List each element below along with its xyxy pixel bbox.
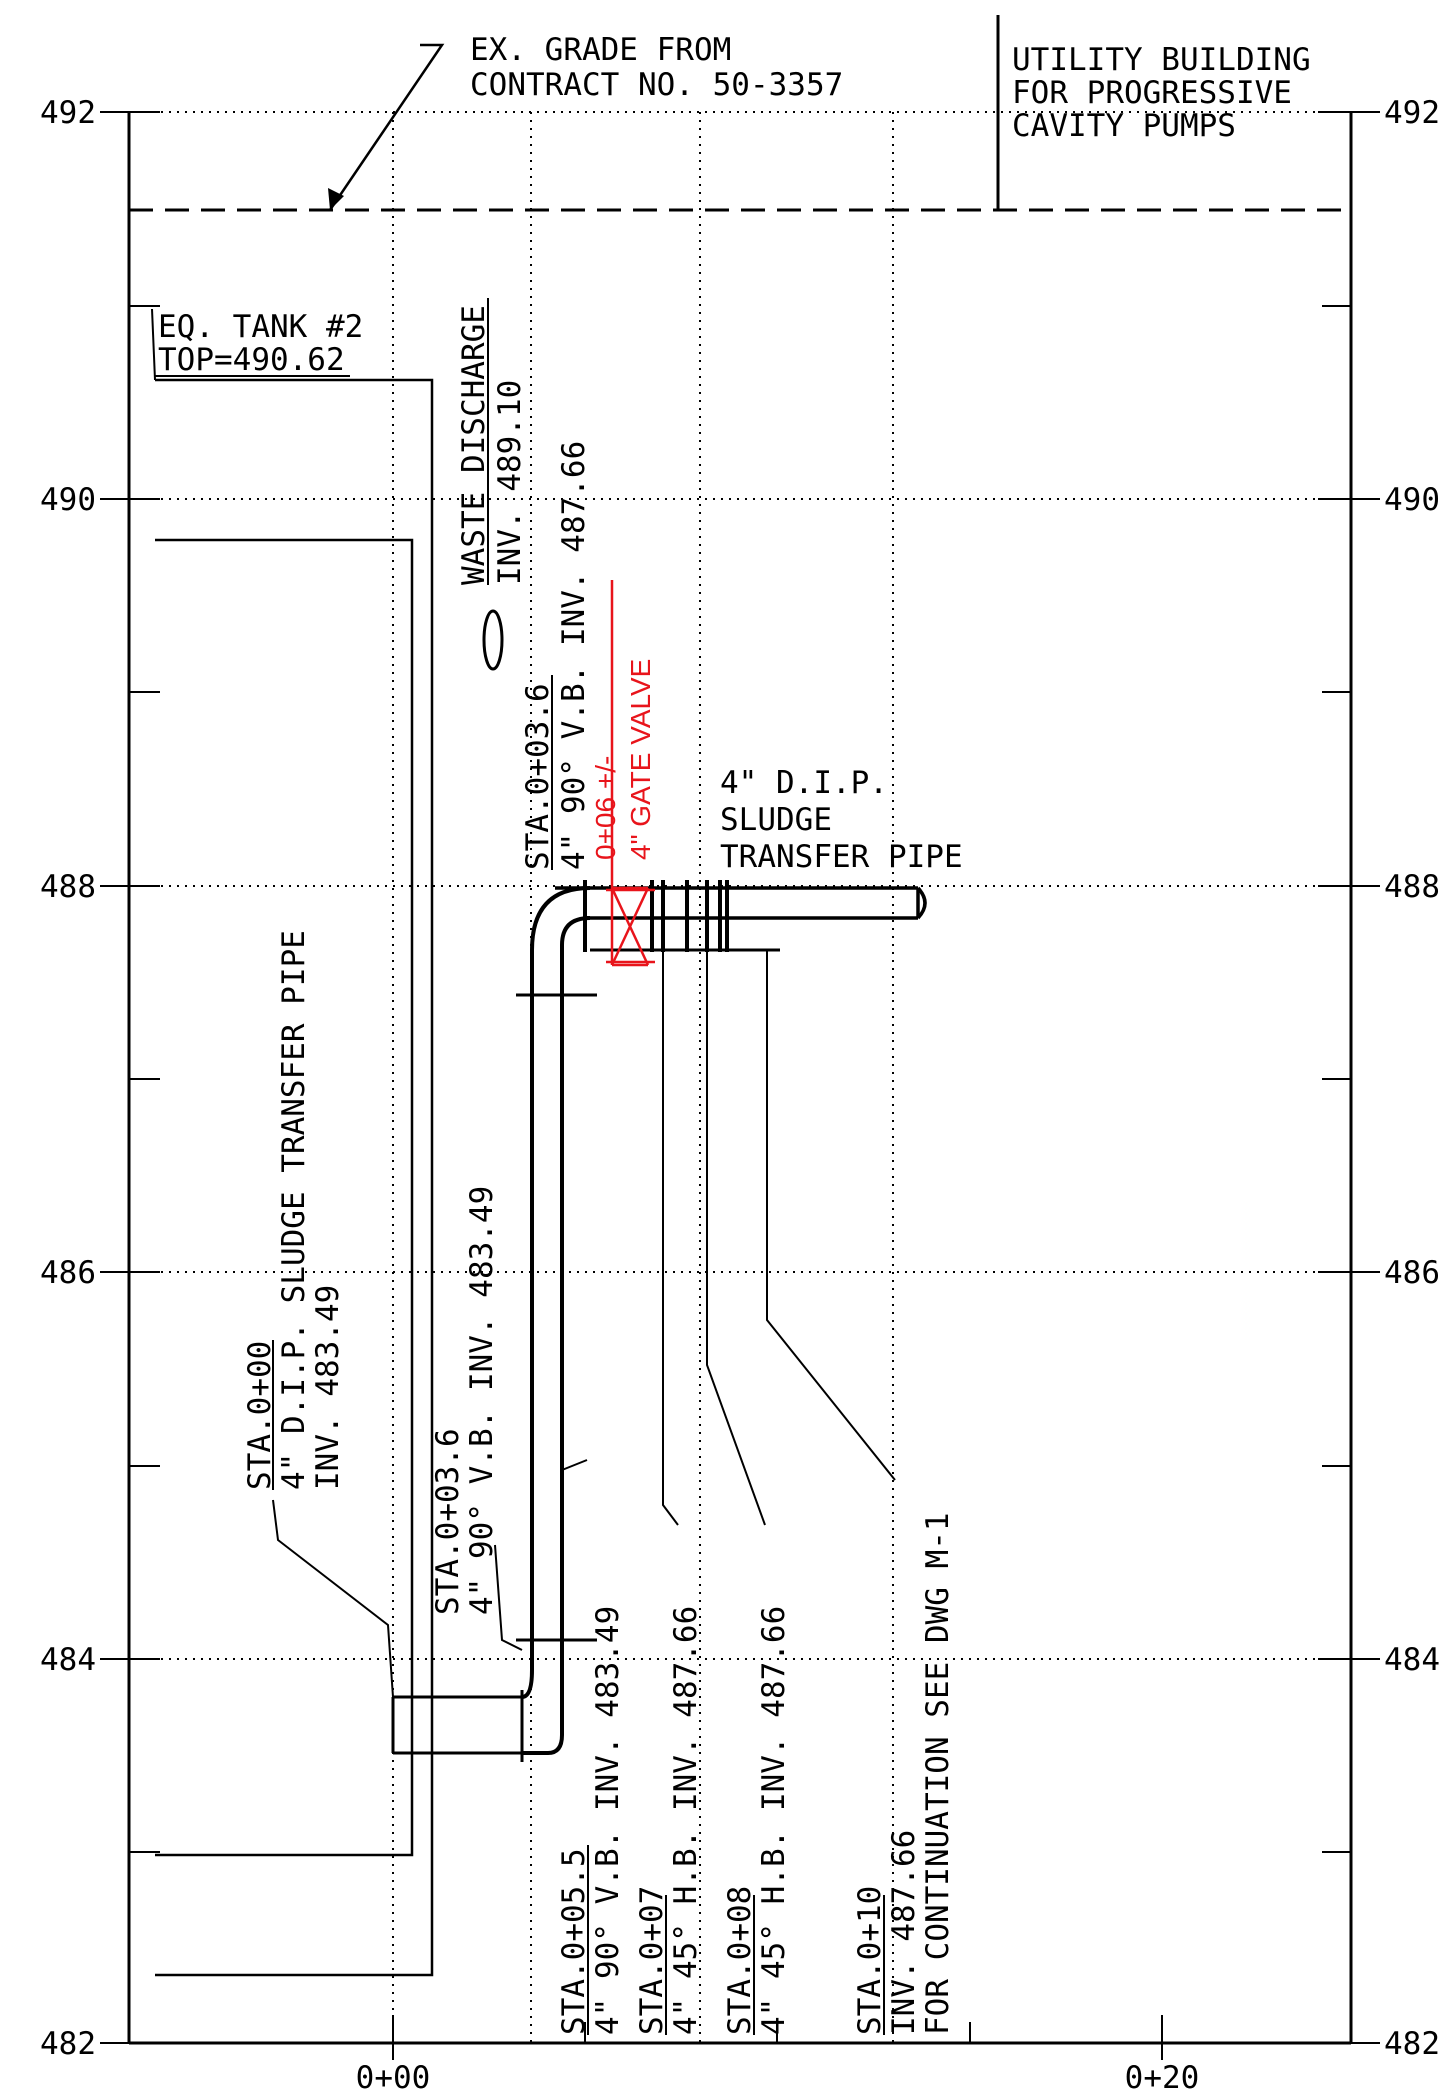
elev-right-488: 488 [1384,869,1440,905]
valve-desc-label: 4" GATE VALVE [625,659,656,860]
elev-left-482: 482 [40,2026,96,2062]
elev-left-486: 486 [40,1255,96,1291]
dip-label-3: TRANSFER PIPE [720,839,963,875]
eq-tank-walls [155,378,434,1977]
station-ticks [392,2015,1163,2060]
elev-left-484: 484 [40,1642,96,1678]
dotted-grid [129,111,1351,2043]
ex-grade-leader [328,43,445,211]
horizontal-transfer-pipe [555,886,927,925]
elev-right-484: 484 [1384,1642,1440,1678]
sta10-label: STA.0+10 [852,1886,888,2035]
dip-label-1: 4" D.I.P. [720,765,888,801]
elev-left-492: 492 [40,95,96,131]
station-0-20: 0+20 [1125,2060,1200,2096]
waste-inv-label: INV. 489.10 [492,380,528,585]
eq-tank-label-1: EQ. TANK #2 [158,309,363,345]
sta036-bot-detail: 4" 90° V.B. INV. 483.49 [464,1186,500,1615]
utility-label-2: FOR PROGRESSIVE [1012,75,1292,111]
elev-right-482: 482 [1384,2026,1440,2062]
ex-grade-label-1: EX. GRADE FROM [470,32,731,68]
elev-left-488: 488 [40,869,96,905]
elev-left-490: 490 [40,482,96,518]
frame [127,112,1353,2045]
sta10-inv: INV. 487.66 [886,1830,922,2035]
waste-discharge-pipe [482,609,504,671]
ex-grade-arrowhead [328,188,344,210]
sta036-top-label: STA.0+03.6 [520,683,556,870]
elevation-ticks [100,111,1380,2044]
sta08-label: STA.0+08 [722,1886,758,2035]
sta000-inv-label: INV. 483.49 [310,1285,346,1490]
sta055-detail: 4" 90° V.B. INV. 483.49 [590,1606,626,2035]
sta08-detail: 4" 45° H.B. INV. 487.66 [756,1606,792,2035]
dip-label-2: SLUDGE [720,802,832,838]
sta10-continuation: FOR CONTINUATION SEE DWG M-1 [920,1512,956,2035]
gate-valve-icon [606,580,655,967]
elev-right-492: 492 [1384,95,1440,131]
ex-grade-label-2: CONTRACT NO. 50-3357 [470,67,843,103]
sta036-top-detail: 4" 90° V.B. INV. 487.66 [556,441,592,870]
riser-pipe [521,886,591,1755]
riser-couplings [516,993,597,1642]
valve-sta-label: 0+06 +/- [590,756,621,860]
elev-right-486: 486 [1384,1255,1440,1291]
sta036-bot-label: STA.0+03.6 [430,1428,466,1615]
leader-lines [151,308,896,1698]
sta055-label: STA.0+05.5 [556,1848,592,2035]
elev-right-490: 490 [1384,482,1440,518]
sta000-pipe-label: 4" D.I.P. SLUDGE TRANSFER PIPE [276,930,312,1490]
station-0-00: 0+00 [356,2060,431,2096]
waste-discharge-label: WASTE DISCHARGE [456,305,492,585]
eq-tank-label-2: TOP=490.62 [158,342,345,378]
pipe-fittings [583,880,729,952]
utility-label-3: CAVITY PUMPS [1012,108,1236,144]
sta07-detail: 4" 45° H.B. INV. 487.66 [668,1606,704,2035]
utility-label-1: UTILITY BUILDING [1012,42,1311,78]
sta07-label: STA.0+07 [634,1886,670,2035]
pipe-stub [391,1690,524,1762]
